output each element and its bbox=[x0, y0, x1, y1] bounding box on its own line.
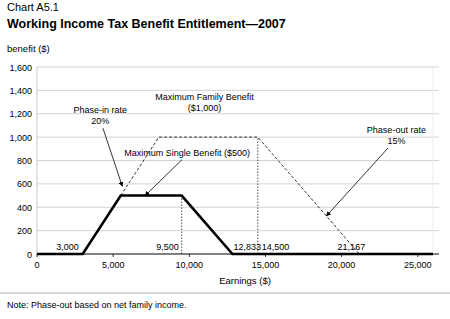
y-tick-label: 200 bbox=[17, 226, 32, 236]
marker-label: 21,167 bbox=[338, 242, 366, 252]
annotation: 20% bbox=[91, 116, 109, 126]
annotation: 15% bbox=[387, 136, 405, 146]
y-tick-label: 600 bbox=[17, 179, 32, 189]
y-axis bbox=[37, 67, 38, 254]
series-group bbox=[37, 137, 433, 254]
y-tick-label: 0 bbox=[27, 250, 32, 260]
annotation: Phase-out rate bbox=[367, 125, 426, 135]
marker-label: 9,500 bbox=[156, 242, 179, 252]
grid-line bbox=[37, 67, 439, 68]
marker-label: 14,500 bbox=[262, 242, 290, 252]
annotation-arrow bbox=[145, 160, 182, 196]
note-rule bbox=[0, 293, 450, 294]
y-tick-label: 1,600 bbox=[9, 63, 32, 73]
annotation-arrow bbox=[103, 128, 122, 186]
family-line bbox=[121, 137, 360, 254]
x-tick-label: 5,000 bbox=[102, 260, 125, 270]
grid-line bbox=[37, 183, 439, 184]
marker-label: 12,833 bbox=[233, 242, 261, 252]
x-tick bbox=[189, 254, 190, 257]
guide-line bbox=[257, 137, 258, 254]
chart-number: Chart A5.1 bbox=[7, 1, 59, 13]
range-end bbox=[433, 67, 434, 254]
y-tick-label: 1,200 bbox=[9, 109, 32, 119]
single-line bbox=[37, 196, 433, 254]
chart: Chart A5.1 Working Income Tax Benefit Ent… bbox=[0, 0, 450, 319]
x-tick-label: 0 bbox=[34, 260, 39, 270]
grid-line bbox=[37, 137, 439, 138]
note: Note: Phase-out based on net family inco… bbox=[7, 300, 187, 310]
x-tick-label: 10,000 bbox=[176, 260, 204, 270]
annotation: Maximum Single Benefit ($500) bbox=[124, 148, 250, 158]
annotation-arrow bbox=[326, 148, 388, 216]
marker-label: 3,000 bbox=[56, 242, 79, 252]
y-label: benefit ($) bbox=[7, 43, 50, 54]
x-tick-label: 20,000 bbox=[328, 260, 356, 270]
grid-line bbox=[37, 207, 439, 208]
x-tick-label: 25,000 bbox=[404, 260, 432, 270]
guide-line bbox=[181, 196, 182, 254]
y-tick-label: 400 bbox=[17, 203, 32, 213]
annotation: Phase-in rate bbox=[74, 105, 128, 115]
y-tick-label: 800 bbox=[17, 156, 32, 166]
annotation: ($1,000) bbox=[188, 103, 222, 113]
x-label: Earnings ($) bbox=[219, 275, 271, 286]
title: Working Income Tax Benefit Entitlement—2… bbox=[7, 17, 286, 31]
x-tick bbox=[113, 254, 114, 257]
y-tick-label: 1,400 bbox=[9, 86, 32, 96]
y-tick-label: 1,000 bbox=[9, 133, 32, 143]
grid-line bbox=[37, 160, 439, 161]
x-tick-label: 15,000 bbox=[252, 260, 280, 270]
annotation: Maximum Family Benefit bbox=[155, 92, 254, 102]
